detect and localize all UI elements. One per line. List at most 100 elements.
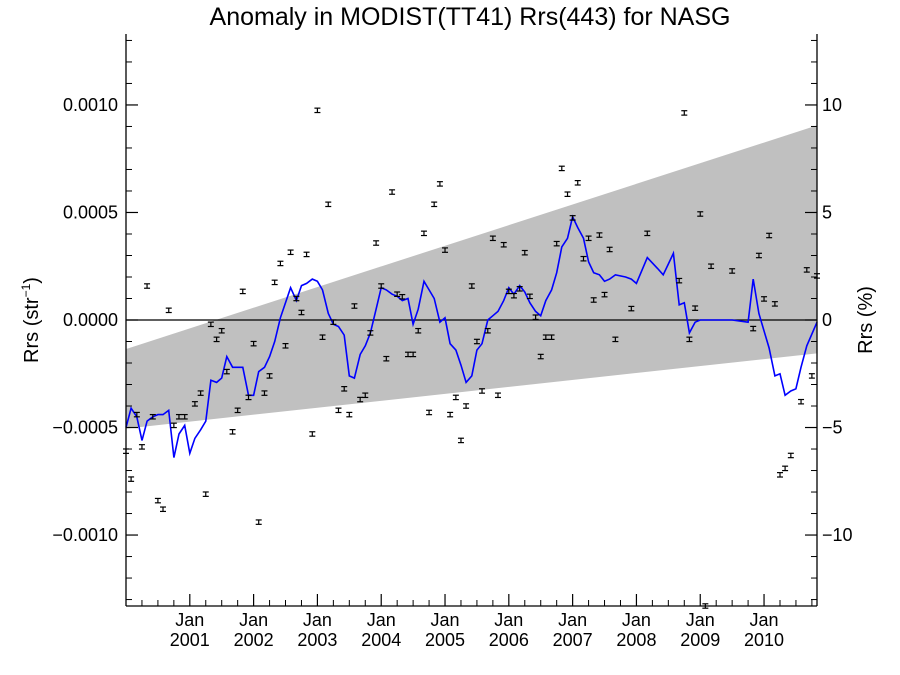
data-point — [729, 268, 736, 274]
data-point — [234, 407, 241, 414]
data-point — [282, 343, 289, 349]
data-point — [612, 336, 619, 343]
data-point — [277, 260, 284, 267]
data-point — [628, 305, 635, 312]
data-point — [160, 506, 167, 513]
y-right-tick-label: 0 — [822, 310, 832, 330]
data-point — [394, 291, 401, 297]
x-tick-year-label: 2009 — [680, 630, 720, 650]
ticks-layer: 0.0010 0.0005 0.0000 −0.0005 −0.0010 10 5 0 −5 −1… — [52, 39, 853, 650]
data-point — [420, 230, 427, 237]
data-point — [245, 394, 252, 401]
data-point — [133, 411, 140, 418]
data-point — [606, 246, 613, 253]
data-point — [574, 180, 581, 186]
data-point — [787, 452, 794, 459]
data-point — [750, 325, 757, 332]
data-point — [697, 211, 704, 217]
data-point — [223, 368, 230, 375]
data-point — [808, 373, 815, 379]
data-point — [766, 232, 773, 239]
data-point — [537, 353, 544, 360]
x-tick-year-label: 2002 — [234, 630, 274, 650]
data-point — [479, 388, 486, 394]
data-point — [255, 519, 262, 525]
data-point — [351, 303, 358, 309]
y-left-tick-label: 0.0010 — [63, 95, 118, 115]
data-point — [378, 283, 385, 289]
data-point — [676, 277, 683, 284]
data-point — [399, 293, 406, 300]
data-point — [239, 288, 246, 295]
data-point — [596, 232, 603, 238]
data-point — [170, 422, 177, 429]
data-point — [165, 307, 172, 314]
data-point — [463, 403, 470, 409]
y-right-tick-label: 10 — [822, 95, 842, 115]
data-point — [601, 291, 608, 298]
data-point — [564, 191, 571, 198]
data-point — [542, 334, 549, 341]
data-point — [138, 444, 145, 450]
y-left-tick-label: 0.0000 — [63, 310, 118, 330]
x-tick-month-label: Jan — [494, 610, 523, 630]
data-point — [548, 334, 555, 341]
data-point — [314, 107, 321, 114]
data-point — [298, 309, 305, 316]
data-point — [197, 390, 204, 396]
data-point — [521, 249, 528, 256]
running-mean-line — [125, 214, 818, 458]
data-point — [426, 409, 433, 416]
data-point — [319, 334, 326, 341]
data-point — [309, 431, 316, 437]
data-point — [755, 252, 762, 259]
x-tick-year-label: 2003 — [297, 630, 337, 650]
data-point — [526, 293, 533, 300]
data-point — [776, 472, 783, 478]
data-point — [335, 407, 342, 414]
x-tick-year-label: 2008 — [616, 630, 656, 650]
x-tick-month-label: Jan — [175, 610, 204, 630]
x-tick-month-label: Jan — [303, 610, 332, 630]
data-point — [580, 255, 587, 262]
data-points-layer — [123, 107, 820, 609]
x-tick-year-label: 2004 — [361, 630, 401, 650]
data-point — [590, 297, 597, 303]
data-point — [484, 327, 491, 334]
y-right-tick-label: 5 — [822, 202, 832, 222]
data-point — [330, 319, 337, 325]
data-point — [708, 263, 715, 270]
data-point — [431, 201, 438, 208]
data-point — [447, 411, 454, 418]
data-point — [505, 288, 512, 295]
data-point — [250, 340, 257, 347]
y-left-tick-label: −0.0005 — [52, 418, 118, 438]
data-point — [213, 336, 220, 343]
y-left-tick-label: −0.0010 — [52, 525, 118, 545]
x-tick-year-label: 2006 — [489, 630, 529, 650]
data-point — [782, 465, 789, 472]
y-right-tick-label: −10 — [822, 525, 853, 545]
data-point — [415, 327, 422, 334]
y-right-tick-label: −5 — [822, 418, 843, 438]
data-point — [287, 249, 294, 256]
data-point — [181, 413, 188, 420]
y-axis-left-label-superscript: −1 — [19, 283, 33, 297]
data-point — [357, 396, 364, 403]
y-axis-left-label-close: ) — [21, 277, 43, 284]
confidence-band-layer — [126, 125, 817, 429]
data-point — [128, 476, 135, 482]
data-point — [569, 215, 576, 221]
data-point — [558, 165, 565, 172]
data-point — [457, 437, 464, 444]
x-tick-year-label: 2010 — [744, 630, 784, 650]
data-point — [771, 301, 778, 307]
data-point — [405, 351, 412, 358]
data-point — [761, 296, 768, 302]
data-point — [510, 292, 517, 299]
y-axis-left-label: Rrs (str−1) — [19, 277, 43, 363]
data-point — [389, 189, 396, 195]
data-point — [383, 355, 390, 362]
data-point — [686, 336, 693, 343]
